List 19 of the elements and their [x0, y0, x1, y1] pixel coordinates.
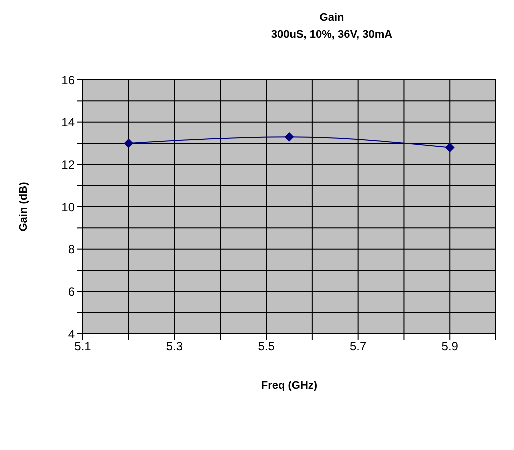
x-tick-label: 5.5 — [258, 340, 276, 354]
y-tick-label: 14 — [62, 116, 76, 130]
y-tick-label: 12 — [62, 158, 76, 172]
x-tick-label: 5.1 — [74, 340, 92, 354]
x-tick-label: 5.3 — [166, 340, 184, 354]
y-tick-label: 16 — [62, 73, 76, 88]
point — [124, 139, 134, 148]
x-axis-title: Freq (GHz) — [261, 380, 318, 392]
y-tick-label: 4 — [68, 327, 76, 342]
x-tick-label: 5.9 — [442, 340, 459, 354]
point — [446, 143, 455, 152]
y-tick-label: 8 — [68, 242, 76, 257]
x-tick-label: 5.7 — [350, 340, 367, 354]
point — [285, 132, 294, 142]
y-tick-label: 6 — [68, 284, 76, 299]
chart-title: Gain — [318, 11, 346, 26]
chart-subtitle: 300uS, 10%, 36V, 30mA — [270, 28, 394, 43]
y-tick-label: 10 — [62, 200, 76, 214]
y-axis-title: Gain (dB) — [18, 182, 30, 232]
